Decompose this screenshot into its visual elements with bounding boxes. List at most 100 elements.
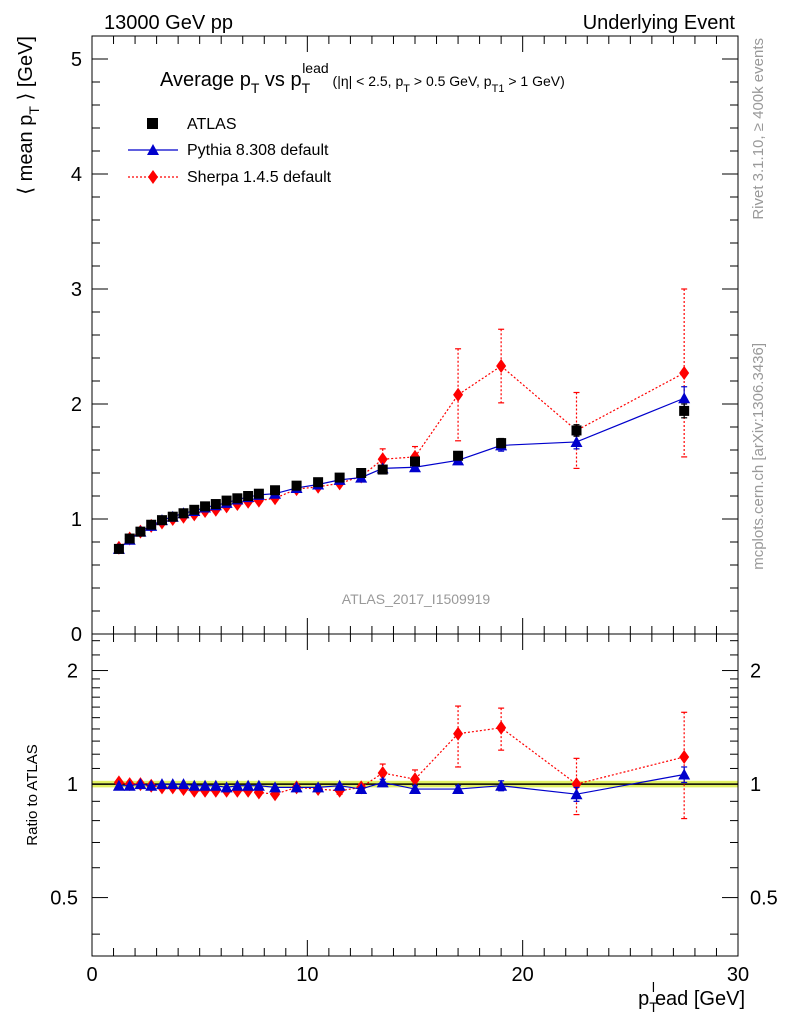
- legend-marker-triangle: [147, 144, 159, 155]
- data-point-pythia: [145, 779, 158, 791]
- legend-label-pythia: Pythia 8.308 default: [187, 142, 329, 159]
- data-point-pythia: [252, 779, 265, 791]
- data-point-atlas: [270, 485, 281, 496]
- data-point-sherpa: [377, 452, 388, 467]
- ratio-y-tick-label: 0.5: [50, 888, 78, 910]
- ratio-y-axis-label: Ratio to ATLAS: [24, 744, 41, 845]
- data-point-pythia: [452, 783, 465, 795]
- legend: ATLAS Pythia 8.308 default Sherpa 1.4.5 …: [128, 116, 332, 186]
- data-point-sherpa: [496, 359, 507, 374]
- data-point-atlas: [210, 499, 221, 510]
- data-point-pythia: [495, 779, 508, 791]
- data-point-sherpa: [377, 765, 388, 780]
- data-point-pythia: [570, 435, 583, 447]
- data-point-atlas: [571, 425, 582, 436]
- mcplots-label: mcplots.cern.ch [arXiv:1306.3436]: [750, 343, 767, 570]
- data-point-pythia: [333, 779, 346, 791]
- main-panel: 0 1 2 3 4 5 Average pT vs pTlead (|η| < 2.5, …: [15, 35, 739, 646]
- data-point-pythia: [220, 781, 233, 793]
- legend-label-sherpa: Sherpa 1.4.5 default: [187, 169, 332, 186]
- data-point-atlas: [124, 533, 135, 544]
- data-point-atlas: [453, 450, 464, 461]
- ratio-y-tick-label-right: 0.5: [750, 888, 778, 910]
- data-point-sherpa: [453, 387, 464, 402]
- data-point-pythia: [570, 788, 583, 800]
- data-point-atlas: [679, 405, 690, 416]
- main-y-tick-label: 4: [71, 164, 82, 186]
- main-y-tick-label: 3: [71, 279, 82, 301]
- data-point-atlas: [291, 480, 302, 491]
- main-y-tick-label: 1: [71, 509, 82, 531]
- data-point-pythia: [678, 392, 691, 404]
- data-point-atlas: [496, 438, 507, 449]
- ratio-data-marks: [112, 705, 691, 820]
- data-point-atlas: [334, 472, 345, 483]
- x-axis-label: pTlead [GeV]: [638, 979, 745, 1015]
- ratio-y-tick-label: 2: [67, 661, 78, 683]
- ratio-y-tick-label-right: 2: [750, 661, 761, 683]
- x-tick-label: 10: [296, 964, 318, 986]
- data-point-pythia: [199, 779, 212, 791]
- data-point-atlas: [113, 543, 124, 554]
- data-point-atlas: [243, 491, 254, 501]
- data-point-pythia: [231, 779, 244, 791]
- ratio-y-tick-label: 1: [67, 774, 78, 796]
- data-point-atlas: [167, 511, 178, 522]
- rivet-label: Rivet 3.1.10, ≥ 400k events: [750, 38, 767, 220]
- data-point-pythia: [112, 779, 125, 791]
- main-y-tick-label: 5: [71, 49, 82, 71]
- data-point-atlas: [135, 526, 146, 537]
- data-point-pythia: [134, 778, 147, 790]
- data-point-sherpa: [496, 720, 507, 735]
- data-point-atlas: [221, 495, 232, 506]
- data-point-atlas: [146, 519, 157, 530]
- data-point-atlas: [189, 504, 200, 515]
- legend-marker-square: [147, 118, 158, 129]
- data-point-atlas: [410, 456, 420, 467]
- main-data-marks: [112, 288, 691, 555]
- data-point-sherpa: [410, 772, 420, 787]
- series-line-sherpa: [118, 365, 685, 549]
- ratio-ticks: 0.5 0.51 12 20 10 20 30: [50, 634, 778, 986]
- data-point-pythia: [177, 778, 190, 790]
- legend-entry-pythia: Pythia 8.308 default: [128, 142, 329, 159]
- main-y-tick-label: 0: [71, 624, 82, 646]
- data-point-atlas: [232, 493, 243, 504]
- header-top-left: 13000 GeV pp: [104, 12, 233, 34]
- data-point-pythia: [678, 768, 691, 780]
- data-point-pythia: [409, 461, 421, 473]
- data-point-atlas: [200, 501, 211, 512]
- data-point-pythia: [123, 779, 136, 791]
- ratio-y-tick-label-right: 1: [750, 774, 761, 796]
- data-point-pythia: [290, 781, 303, 793]
- data-point-pythia: [155, 778, 168, 790]
- data-point-pythia: [312, 781, 325, 793]
- data-point-sherpa: [679, 749, 690, 764]
- data-point-pythia: [409, 783, 421, 795]
- x-tick-label: 30: [727, 964, 749, 986]
- x-tick-label: 0: [86, 964, 97, 986]
- legend-marker-diamond: [148, 170, 158, 184]
- analysis-watermark: ATLAS_2017_I1509919: [342, 591, 491, 607]
- series-line-pythia: [118, 397, 685, 550]
- data-point-pythia: [355, 783, 368, 795]
- data-point-atlas: [356, 468, 367, 478]
- data-point-atlas: [313, 477, 324, 488]
- ratio-panel: 0.5 0.51 12 20 10 20 30 Ratio to ATLAS pTlead …: [24, 633, 778, 1015]
- data-point-atlas: [156, 515, 167, 526]
- main-y-axis-label: ⟨ mean pT ⟩ [GeV]: [15, 36, 42, 195]
- main-title: Average pT vs pTlead (|η| < 2.5, pT > 0.…: [160, 60, 565, 96]
- ratio-frame: [91, 633, 739, 957]
- data-point-sherpa: [679, 365, 690, 380]
- main-ticks: 0 1 2 3 4 5: [71, 36, 739, 646]
- data-point-pythia: [166, 778, 179, 790]
- data-point-atlas: [253, 488, 264, 499]
- legend-entry-atlas: ATLAS: [147, 116, 237, 133]
- legend-entry-sherpa: Sherpa 1.4.5 default: [128, 169, 332, 186]
- data-point-sherpa: [453, 726, 464, 741]
- data-point-pythia: [269, 781, 282, 793]
- data-point-pythia: [242, 779, 255, 791]
- data-point-atlas: [377, 464, 388, 475]
- data-point-pythia: [209, 779, 222, 791]
